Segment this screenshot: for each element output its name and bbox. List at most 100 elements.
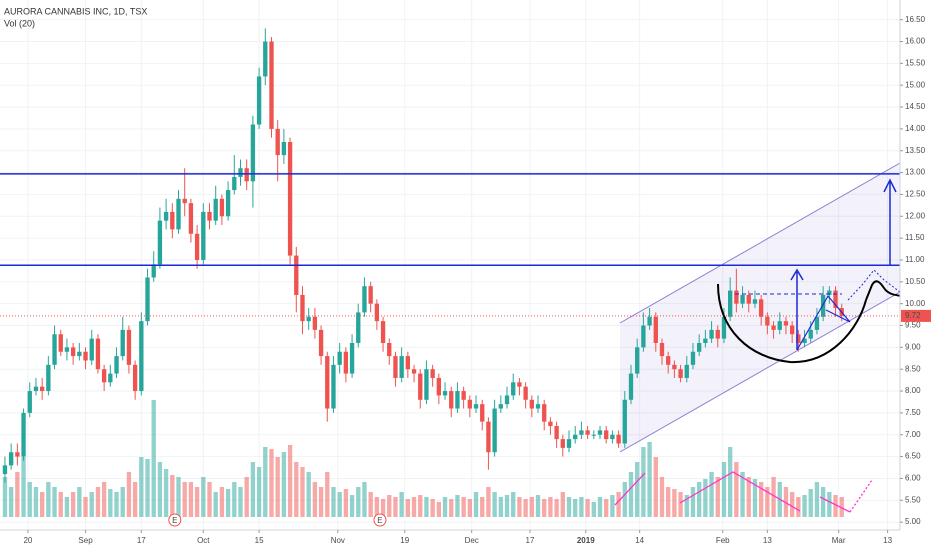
- volume-bar: [628, 472, 634, 517]
- x-tick-label: Sep: [78, 536, 93, 545]
- candle-body: [318, 329, 324, 357]
- volume-bar: [312, 482, 318, 517]
- grid-layer: [0, 0, 900, 530]
- candle-body: [33, 386, 39, 392]
- volume-trend: [614, 471, 851, 513]
- volume-bar: [647, 442, 652, 517]
- volume-bar: [287, 445, 293, 517]
- volume-bar: [411, 497, 417, 517]
- volume-bar: [362, 482, 367, 517]
- volume-bar: [387, 495, 392, 517]
- volume-bar: [591, 502, 596, 517]
- candle-body: [46, 364, 51, 392]
- earnings-label: E: [172, 516, 177, 525]
- candle-body: [108, 373, 113, 383]
- volume-bar: [368, 492, 373, 517]
- candle-body: [52, 334, 57, 365]
- earnings-marker: [373, 513, 387, 527]
- volume-bar: [635, 462, 640, 517]
- volume-bar: [616, 492, 621, 517]
- volume-bar: [740, 472, 745, 517]
- earnings-marker: [168, 513, 182, 527]
- volume-bar: [771, 477, 776, 517]
- candle-body: [312, 316, 318, 330]
- candle-body: [672, 364, 677, 370]
- volume-bar: [511, 492, 516, 517]
- volume-bar: [281, 452, 287, 517]
- candle-body: [430, 369, 435, 378]
- volume-bar: [498, 497, 503, 517]
- volume-bar: [418, 495, 423, 517]
- candle-body: [15, 452, 20, 457]
- candle-body: [467, 399, 473, 409]
- x-tick-label: Oct: [197, 536, 210, 545]
- candle-body: [436, 377, 442, 396]
- candle-body: [622, 399, 627, 444]
- volume-bar: [715, 477, 720, 517]
- volume-bar: [542, 499, 547, 517]
- candle-body: [697, 342, 702, 352]
- volume-bar: [560, 492, 565, 517]
- volume-bar: [703, 479, 708, 517]
- volume-bar: [269, 449, 274, 517]
- volume-bar: [678, 492, 683, 517]
- channel-upper: [619, 162, 901, 324]
- candle-body: [641, 325, 646, 348]
- candle-body: [554, 426, 559, 440]
- y-tick-label: 7.50: [905, 408, 921, 417]
- candle-body: [517, 382, 522, 387]
- candle-body: [777, 321, 782, 330]
- volume-bar: [480, 497, 485, 517]
- volume-bar: [814, 482, 820, 517]
- handle: [865, 280, 903, 301]
- y-tick-label: 9.00: [905, 342, 921, 351]
- candle-body: [337, 351, 342, 365]
- volume-bar: [604, 499, 609, 517]
- candle-body: [331, 364, 336, 409]
- volume-bar: [461, 497, 466, 517]
- candle-body: [399, 356, 404, 378]
- volume-bar: [554, 499, 559, 517]
- channel-lower: [619, 291, 901, 453]
- volume-bar: [306, 472, 311, 517]
- y-tick-label: 15.50: [905, 58, 926, 67]
- candle-body: [424, 369, 429, 400]
- candle-body: [647, 316, 652, 326]
- volume-bar: [424, 497, 429, 517]
- volume-bar: [504, 495, 510, 517]
- candle-body: [442, 391, 448, 396]
- x-tick-label: 20: [23, 536, 32, 545]
- candle-body: [814, 316, 820, 330]
- volume-bar: [597, 497, 603, 517]
- candle-body: [789, 325, 795, 335]
- candle-body: [560, 439, 565, 448]
- y-tick-label: 11.00: [905, 255, 925, 264]
- candle-body: [95, 338, 101, 370]
- x-tick-label: 2019: [577, 536, 595, 545]
- candle-body: [77, 351, 82, 357]
- volume-bar: [325, 472, 330, 517]
- y-tick-label: 9.50: [905, 321, 921, 330]
- price-axis-bg: [900, 0, 932, 550]
- candle-body: [120, 329, 125, 357]
- volume-bar: [833, 495, 838, 517]
- candle-body: [139, 321, 144, 392]
- volume-bar: [356, 487, 361, 517]
- y-tick-label: 16.00: [905, 37, 926, 46]
- y-tick-label: 6.50: [905, 452, 921, 461]
- candle-body: [325, 356, 330, 409]
- arrow-measure: [790, 268, 804, 350]
- last-price-label: 9.72: [905, 311, 921, 320]
- y-tick-label: 15.00: [905, 80, 926, 89]
- volume-bar: [120, 487, 125, 517]
- projection: [847, 269, 901, 301]
- candle-body: [182, 198, 187, 204]
- candle-body: [349, 342, 355, 374]
- volume-bar: [331, 487, 336, 517]
- volume-bar: [820, 487, 826, 517]
- volume-bar: [523, 499, 528, 517]
- y-tick-label: 14.00: [905, 124, 926, 133]
- volume-bar: [535, 495, 541, 517]
- candle-body: [833, 290, 838, 309]
- candle-body: [591, 434, 596, 436]
